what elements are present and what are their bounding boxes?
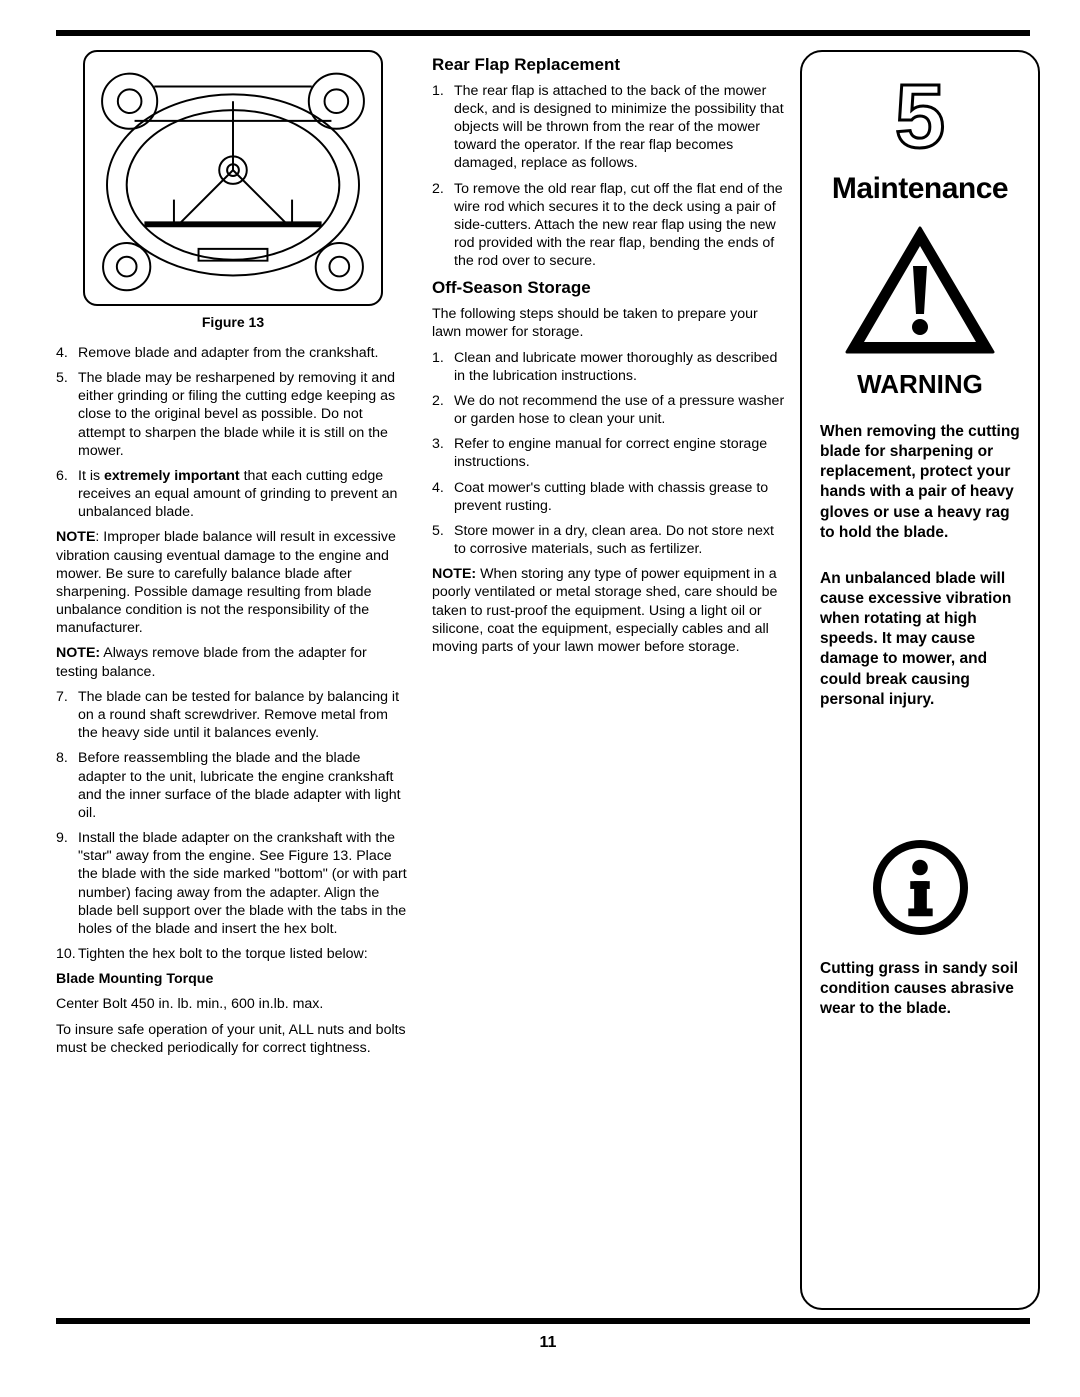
item-number: 5.: [56, 369, 68, 387]
list-item: 1. Clean and lubricate mower thoroughly a…: [432, 349, 786, 385]
page-number: 11: [56, 1334, 1040, 1352]
list-item: 10.Tighten the hex bolt to the torque li…: [56, 945, 410, 963]
warning-text-2: An unbalanced blade will cause excessive…: [816, 569, 1024, 710]
info-icon: [873, 840, 968, 935]
storage-note: NOTE: When storing any type of power equ…: [432, 565, 786, 656]
storage-heading: Off-Season Storage: [432, 277, 786, 299]
warning-triangle-icon: [843, 224, 998, 359]
item-number: 8.: [56, 749, 68, 767]
item-text: Remove blade and adapter from the cranks…: [78, 345, 378, 361]
list-4-6: 4. Remove blade and adapter from the cran…: [56, 344, 410, 522]
item-text: Before reassembling the blade and the bl…: [78, 750, 401, 821]
list-item: 3. Refer to engine manual for correct eng…: [432, 435, 786, 471]
figure-13-illustration: [83, 50, 383, 306]
item-text: Refer to engine manual for correct engin…: [454, 436, 767, 470]
section-number: 5: [816, 72, 1024, 162]
list-item: 8. Before reassembling the blade and the …: [56, 749, 410, 822]
item-number: 7.: [56, 688, 68, 706]
torque-heading: Blade Mounting Torque: [56, 970, 410, 988]
list-7-10: 7. The blade can be tested for balance by…: [56, 688, 410, 963]
item-number: 4.: [56, 344, 68, 362]
item-number: 6.: [56, 467, 68, 485]
storage-intro: The following steps should be taken to p…: [432, 305, 786, 341]
list-item: 4. Coat mower's cutting blade with chassi…: [432, 479, 786, 515]
list-item: 9. Install the blade adapter on the crank…: [56, 829, 410, 938]
item-text: The rear flap is attached to the back of…: [454, 83, 784, 172]
warning-heading: WARNING: [816, 369, 1024, 400]
note-1: NOTE: Improper blade balance will result…: [56, 528, 410, 637]
list-item: 6. It is extremely important that each cu…: [56, 467, 410, 522]
top-rule: [56, 30, 1030, 36]
item-number: 1.: [432, 82, 444, 100]
list-item: 2. To remove the old rear flap, cut off t…: [432, 180, 786, 271]
item-text: We do not recommend the use of a pressur…: [454, 393, 784, 427]
rear-flap-heading: Rear Flap Replacement: [432, 54, 786, 76]
item-text: To remove the old rear flap, cut off the…: [454, 181, 783, 270]
list-item: 5. The blade may be resharpened by removi…: [56, 369, 410, 460]
right-column: Rear Flap Replacement 1. The rear flap is…: [432, 50, 786, 1310]
rear-flap-list: 1. The rear flap is attached to the back …: [432, 82, 786, 271]
list-item: 5. Store mower in a dry, clean area. Do n…: [432, 522, 786, 558]
info-text: Cutting grass in sandy soil condition ca…: [816, 959, 1024, 1019]
section-title: Maintenance: [816, 172, 1024, 206]
list-item: 4. Remove blade and adapter from the cran…: [56, 344, 410, 362]
list-item: 7. The blade can be tested for balance by…: [56, 688, 410, 743]
item-number: 5.: [432, 522, 444, 540]
item-text: The blade can be tested for balance by b…: [78, 689, 399, 741]
item-number: 3.: [432, 435, 444, 453]
item-text: Store mower in a dry, clean area. Do not…: [454, 523, 774, 557]
sidebar-panel: 5 Maintenance WARNING When removing the …: [800, 50, 1040, 1310]
item-text: Coat mower's cutting blade with chassis …: [454, 480, 768, 514]
item-number: 2.: [432, 392, 444, 410]
torque-note: To insure safe operation of your unit, A…: [56, 1021, 410, 1057]
page-body: Figure 13 4. Remove blade and adapter fro…: [56, 50, 1040, 1310]
item-number: 9.: [56, 829, 68, 847]
item-text: Clean and lubricate mower thoroughly as …: [454, 350, 777, 384]
storage-list: 1. Clean and lubricate mower thoroughly a…: [432, 349, 786, 559]
item-text: The blade may be resharpened by removing…: [78, 370, 395, 459]
list-item: 1. The rear flap is attached to the back …: [432, 82, 786, 173]
item-number: 2.: [432, 180, 444, 198]
left-column: Figure 13 4. Remove blade and adapter fro…: [56, 50, 410, 1310]
bottom-rule: [56, 1318, 1030, 1324]
item-number: 10.: [56, 945, 76, 963]
torque-value: Center Bolt 450 in. lb. min., 600 in.lb.…: [56, 995, 410, 1013]
item-text: Install the blade adapter on the cranksh…: [78, 830, 407, 937]
list-item: 2. We do not recommend the use of a press…: [432, 392, 786, 428]
item-number: 1.: [432, 349, 444, 367]
note-2: NOTE: Always remove blade from the adapt…: [56, 644, 410, 680]
warning-text-1: When removing the cutting blade for shar…: [816, 422, 1024, 543]
figure-caption: Figure 13: [56, 314, 410, 332]
item-number: 4.: [432, 479, 444, 497]
item-text: Tighten the hex bolt to the torque liste…: [78, 946, 368, 962]
item-text: It is extremely important that each cutt…: [78, 468, 397, 520]
mower-deck-diagram: [85, 52, 381, 304]
content-columns: Figure 13 4. Remove blade and adapter fro…: [56, 50, 786, 1310]
